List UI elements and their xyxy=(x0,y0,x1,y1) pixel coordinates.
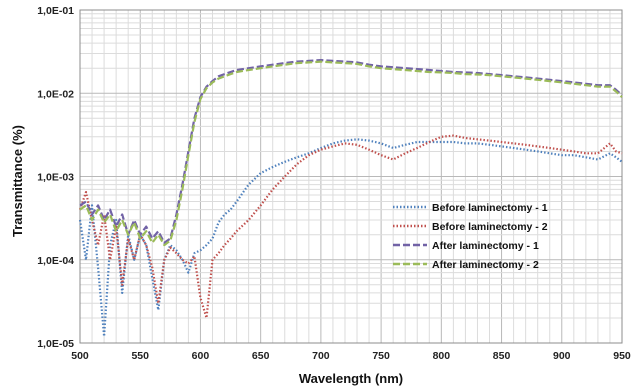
y-axis-title: Transmittance (%) xyxy=(10,125,25,237)
y-tick-label: 1,0E-04 xyxy=(37,255,74,267)
y-tick-label: 1,0E-05 xyxy=(37,338,74,350)
y-axis-tick-labels: 1,0E-05 1,0E-04 1,0E-03 1,0E-02 1,0E-01 xyxy=(37,5,74,350)
x-tick-label: 750 xyxy=(372,350,390,362)
legend-label-2: Before laminectomy - 2 xyxy=(432,221,548,233)
series-line-3 xyxy=(79,58,623,244)
legend-label-4: After laminectomy - 2 xyxy=(432,259,539,271)
x-tick-label: 850 xyxy=(493,350,511,362)
series-line-4 xyxy=(79,60,623,247)
legend: Before laminectomy - 1 Before laminectomy… xyxy=(393,202,548,271)
legend-label-1: Before laminectomy - 1 xyxy=(432,202,548,214)
x-tick-label: 900 xyxy=(553,350,571,362)
x-tick-label: 950 xyxy=(613,350,631,362)
x-tick-label: 700 xyxy=(312,350,330,362)
y-tick-label: 1,0E-03 xyxy=(37,172,74,184)
grid-lines xyxy=(79,10,623,344)
x-tick-label: 550 xyxy=(131,350,149,362)
y-tick-label: 1,0E-02 xyxy=(37,88,74,100)
series-layer xyxy=(78,58,623,338)
x-axis-tick-labels: 500 550 600 650 700 750 800 850 900 950 xyxy=(71,350,631,362)
plot-area xyxy=(79,9,623,344)
x-tick-label: 650 xyxy=(252,350,270,362)
x-tick-label: 500 xyxy=(71,350,89,362)
x-tick-label: 800 xyxy=(433,350,451,362)
legend-label-3: After laminectomy - 1 xyxy=(432,240,539,252)
series-line-2 xyxy=(78,134,623,319)
x-tick-label: 600 xyxy=(192,350,210,362)
x-axis-title: Wavelength (nm) xyxy=(299,371,403,386)
y-tick-label: 1,0E-01 xyxy=(37,5,74,17)
